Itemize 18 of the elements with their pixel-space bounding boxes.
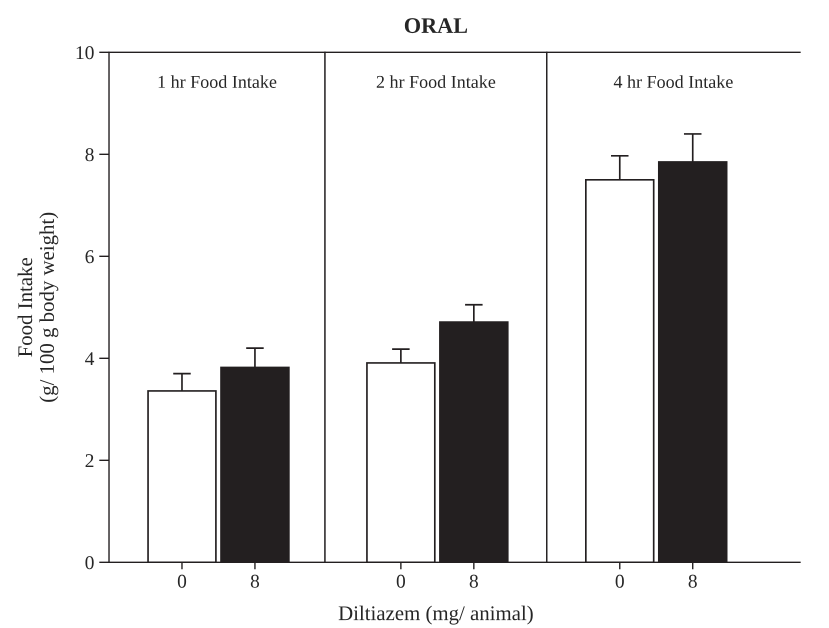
x-tick-label: 0 <box>178 574 186 588</box>
annotation: 1 hr Food Intake <box>158 75 276 88</box>
x-tick-label: 0 <box>396 574 405 588</box>
annotation: 2 hr Food Intake <box>376 75 496 88</box>
x-tick-label: 8 <box>688 574 697 588</box>
y-tick-label: 4 <box>85 352 94 366</box>
x-tick-label: 8 <box>470 574 478 588</box>
y-tick-label: 10 <box>76 46 94 60</box>
y-tick-label: 6 <box>86 250 94 264</box>
x-tick-label: 0 <box>616 574 624 588</box>
y-tick-label: 2 <box>86 454 94 468</box>
x-tick-label: 8 <box>250 574 260 588</box>
y-tick-label: 8 <box>85 148 94 162</box>
y-tick-label: 0 <box>85 556 94 570</box>
x-axis-title: Diltiazem (mg/ animal) <box>338 606 533 625</box>
y-axis-title: Food Intake (g/ 100 g body weight) <box>18 212 58 402</box>
annotation: 4 hr Food Intake <box>614 75 733 88</box>
chart-title: ORAL <box>404 18 468 34</box>
